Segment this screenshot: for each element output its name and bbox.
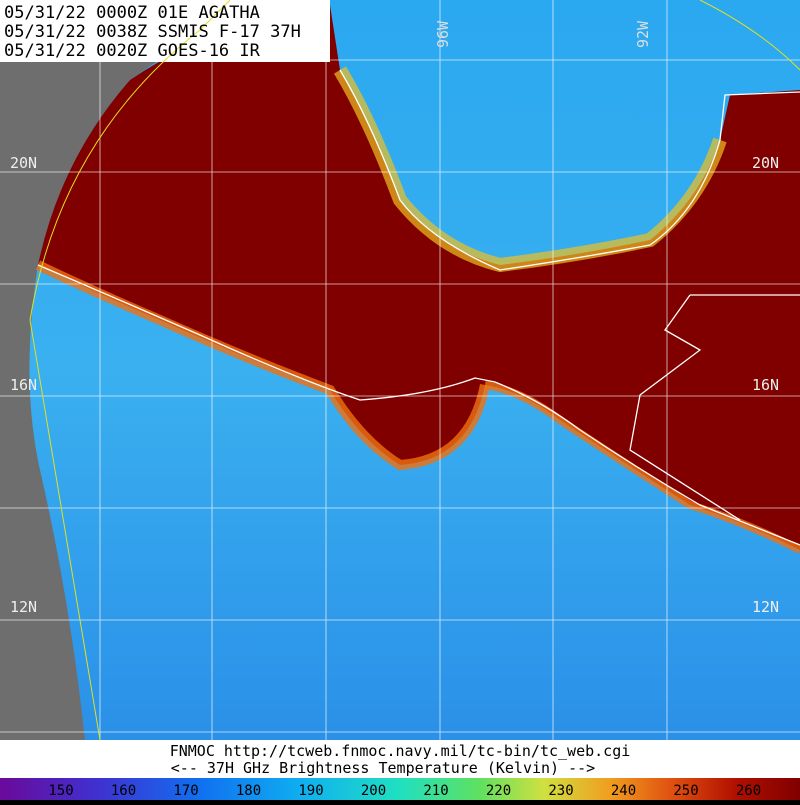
lat-label: 16N (10, 376, 37, 394)
lon-label: 92W (634, 20, 652, 48)
lat-label: 12N (752, 598, 779, 616)
footer-source: FNMOC http://tcweb.fnmoc.navy.mil/tc-bin… (170, 742, 631, 760)
footer-box (0, 740, 800, 778)
colorbar-tick-label: 230 (548, 783, 573, 799)
lat-label: 12N (10, 598, 37, 616)
coastlines (37, 69, 800, 546)
graticule (0, 0, 800, 740)
footer-caption: <-- 37H GHz Brightness Temperature (Kelv… (171, 759, 595, 777)
colorbar-tick-label: 170 (173, 783, 198, 799)
header-line: 05/31/22 0038Z SSMIS F-17 37H (4, 22, 301, 42)
colorbar-tick-label: 260 (736, 783, 761, 799)
orbit-track (29, 319, 101, 741)
orbit-track (29, 0, 231, 321)
orbit-track (699, 0, 800, 71)
header-line: 05/31/22 0000Z 01E AGATHA (4, 3, 260, 23)
coastal-gradient (484, 381, 800, 554)
colorbar-tick-label: 210 (423, 783, 448, 799)
land-warm-region (38, 5, 800, 550)
lon-label: 96W (434, 20, 452, 48)
colorbar-tick-label: 160 (111, 783, 136, 799)
colorbar-tick-label: 220 (486, 783, 511, 799)
colorbar-tick-label: 150 (48, 783, 73, 799)
lat-label: 20N (10, 154, 37, 172)
colorbar-tick-label: 240 (611, 783, 636, 799)
colorbar-tick-label: 180 (236, 783, 261, 799)
colorbar-tick-label: 190 (298, 783, 323, 799)
header-line: 05/31/22 0020Z GOES-16 IR (4, 41, 261, 61)
header-box (0, 0, 330, 62)
lat-label: 16N (752, 376, 779, 394)
colorbar (0, 778, 800, 800)
lat-label: 20N (752, 154, 779, 172)
colorbar-tick-label: 250 (673, 783, 698, 799)
colorbar-tick-label: 200 (361, 783, 386, 799)
